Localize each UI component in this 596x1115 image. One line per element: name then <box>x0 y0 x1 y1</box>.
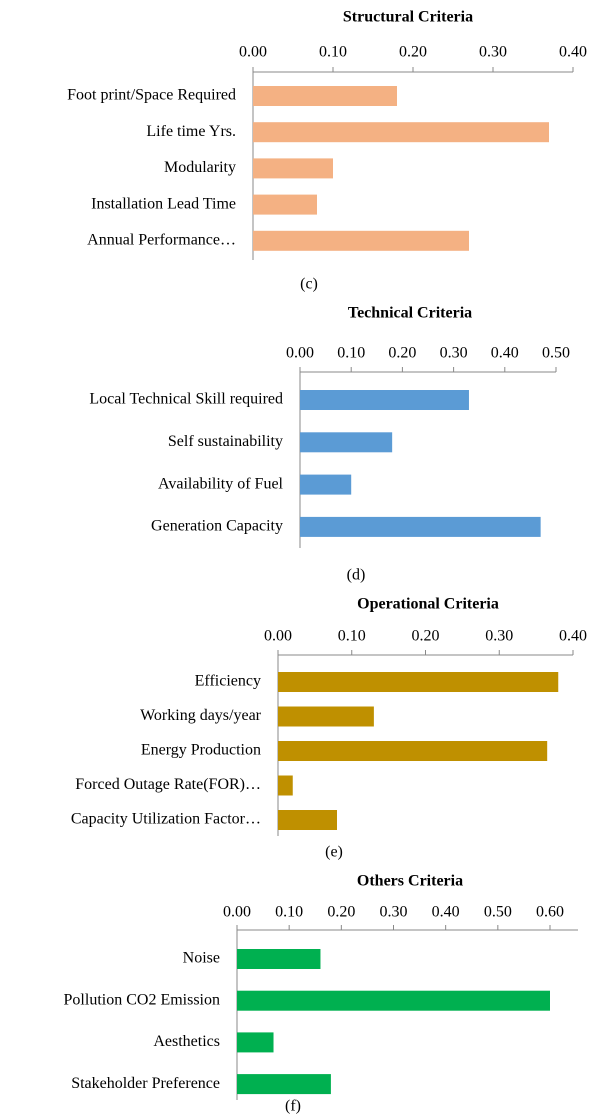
category-label: Capacity Utilization Factor… <box>71 811 261 828</box>
category-label: Local Technical Skill required <box>89 391 283 408</box>
bar <box>300 432 393 453</box>
category-label: Generation Capacity <box>151 518 283 535</box>
x-tick-label: 0.00 <box>239 44 267 61</box>
x-tick-label: 0.00 <box>286 345 314 362</box>
chart-title: Technical Criteria <box>348 305 472 322</box>
category-label: Foot print/Space Required <box>67 87 236 104</box>
category-label: Forced Outage Rate(FOR)… <box>75 776 261 793</box>
x-tick-label: 0.20 <box>412 628 440 645</box>
caption: (c) <box>300 276 318 293</box>
x-tick-label: 0.30 <box>479 44 507 61</box>
bar <box>278 741 548 761</box>
caption: (e) <box>325 844 343 861</box>
category-label: Installation Lead Time <box>91 195 236 212</box>
category-label: Working days/year <box>140 707 262 724</box>
category-label: Efficiency <box>195 673 261 690</box>
chart-title: Operational Criteria <box>357 596 499 613</box>
bar <box>278 672 559 692</box>
bar <box>253 86 397 106</box>
x-tick-label: 0.10 <box>275 904 303 921</box>
category-label: Pollution CO2 Emission <box>64 991 220 1008</box>
bar <box>300 516 541 537</box>
x-tick-label: 0.20 <box>327 904 355 921</box>
bar <box>300 474 352 495</box>
x-tick-label: 0.40 <box>559 628 587 645</box>
x-tick-label: 0.10 <box>338 628 366 645</box>
x-tick-label: 0.60 <box>536 904 564 921</box>
x-tick-label: 0.20 <box>388 345 416 362</box>
x-tick-label: 0.00 <box>264 628 292 645</box>
x-tick-label: 0.30 <box>440 345 468 362</box>
category-label: Noise <box>183 950 220 967</box>
bar <box>253 230 469 251</box>
bar <box>253 122 549 143</box>
bar <box>253 194 317 215</box>
caption: (f) <box>285 1098 301 1115</box>
bar <box>278 706 374 727</box>
bar <box>237 949 321 969</box>
x-tick-label: 0.40 <box>432 904 460 921</box>
category-label: Self sustainability <box>168 433 283 450</box>
chart-title: Structural Criteria <box>343 9 473 26</box>
x-tick-label: 0.20 <box>399 44 427 61</box>
x-tick-label: 0.10 <box>337 345 365 362</box>
category-label: Annual Performance… <box>87 231 236 248</box>
chart-title: Others Criteria <box>357 873 463 890</box>
category-label: Modularity <box>164 159 236 176</box>
category-label: Stakeholder Preference <box>71 1075 220 1092</box>
category-label: Aesthetics <box>153 1033 220 1050</box>
x-tick-label: 0.50 <box>484 904 512 921</box>
bar <box>237 1032 274 1053</box>
category-label: Availability of Fuel <box>158 475 284 492</box>
bar <box>237 1074 331 1095</box>
x-tick-label: 0.40 <box>491 345 519 362</box>
bar <box>300 390 469 410</box>
x-tick-label: 0.50 <box>542 345 570 362</box>
x-tick-label: 0.10 <box>319 44 347 61</box>
caption: (d) <box>347 567 366 584</box>
x-tick-label: 0.30 <box>380 904 408 921</box>
category-label: Life time Yrs. <box>146 123 236 140</box>
category-label: Energy Production <box>141 742 261 759</box>
bar <box>278 775 293 796</box>
bar <box>278 810 337 830</box>
bar <box>237 990 550 1011</box>
x-tick-label: 0.40 <box>559 44 587 61</box>
x-tick-label: 0.30 <box>485 628 513 645</box>
bar <box>253 158 333 179</box>
x-tick-label: 0.00 <box>223 904 251 921</box>
